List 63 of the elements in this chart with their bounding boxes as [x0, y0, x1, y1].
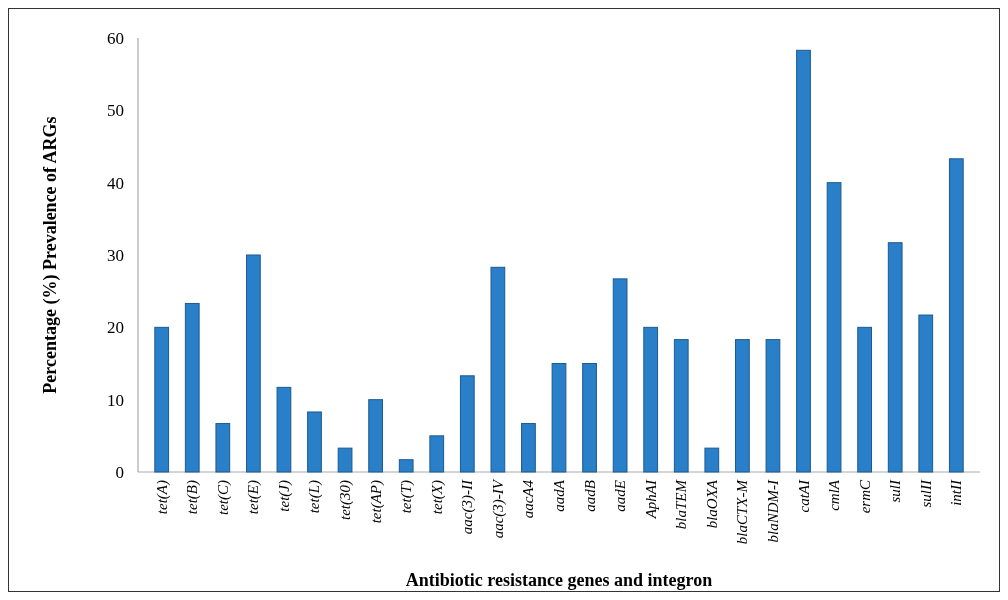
x-tick-label: ermC [856, 479, 873, 514]
y-tick-label: 50 [107, 101, 124, 121]
bar [337, 447, 353, 473]
x-tick-label: aadA [551, 479, 567, 512]
y-tick-label: 10 [107, 390, 124, 410]
bar [857, 326, 872, 473]
x-tick-label: blaNDM-I [764, 479, 781, 543]
x-tick-label: catAI [795, 479, 812, 513]
x-tick-label: tet(30) [337, 480, 355, 520]
x-tick-label: tet(B) [184, 480, 202, 515]
x-tick-label: tet(A) [153, 480, 171, 515]
x-tick-label: tet(T) [398, 480, 416, 514]
bar [796, 49, 811, 473]
x-tick-label: tet(X) [428, 480, 446, 515]
y-tick-label: 60 [107, 28, 124, 48]
x-tick-label: aadB [581, 480, 598, 512]
x-tick-label: aacA4 [520, 479, 537, 519]
bar [398, 459, 414, 473]
x-tick-label: intII [948, 479, 965, 506]
bar [735, 339, 750, 473]
bar [276, 386, 292, 473]
bar [307, 411, 322, 473]
x-tick-label: tet(L) [306, 480, 324, 514]
bar [918, 314, 934, 473]
x-tick-label: AphAI [642, 479, 659, 520]
bar [154, 326, 170, 473]
x-tick-label: sulII [917, 479, 934, 508]
bar [673, 339, 689, 473]
x-tick-label: tet(E) [245, 480, 263, 515]
bar [215, 423, 231, 473]
bar [551, 363, 567, 473]
bar [826, 182, 842, 473]
x-tick-label: cmlA [826, 479, 843, 511]
x-tick-label: tet(AP) [367, 480, 385, 524]
x-axis-title: Antibiotic resistance genes and integron [405, 570, 713, 590]
x-tick-label: tet(J) [275, 480, 293, 512]
bar [612, 278, 628, 473]
y-tick-label: 0 [115, 462, 124, 482]
x-tick-label: sulI [887, 479, 904, 503]
x-tick-label: blaTEM [673, 478, 690, 530]
y-tick-label: 30 [107, 245, 124, 265]
x-tick-label: tet(C) [214, 480, 232, 515]
x-tick-label: blaOXA [703, 479, 720, 529]
bar [490, 266, 506, 473]
bar [459, 375, 475, 473]
bar [765, 339, 781, 473]
bar [643, 326, 659, 473]
bar [582, 363, 597, 473]
bar [887, 242, 903, 473]
y-axis-title: Percentage (%) Prevalence of ARGs [40, 116, 61, 394]
bar [184, 302, 200, 473]
bar [948, 158, 964, 473]
x-tick-label: aac(3)-IV [489, 478, 507, 539]
bar [704, 447, 720, 473]
bar [368, 399, 383, 473]
x-tick-label: aac(3)-II [459, 479, 477, 535]
bar [246, 254, 261, 473]
x-tick-label: blaCTX-M [734, 478, 751, 545]
bar [521, 423, 536, 473]
y-tick-label: 40 [107, 173, 124, 193]
x-tick-label: aadE [612, 480, 629, 512]
y-tick-label: 20 [107, 318, 124, 338]
bar [429, 435, 445, 473]
